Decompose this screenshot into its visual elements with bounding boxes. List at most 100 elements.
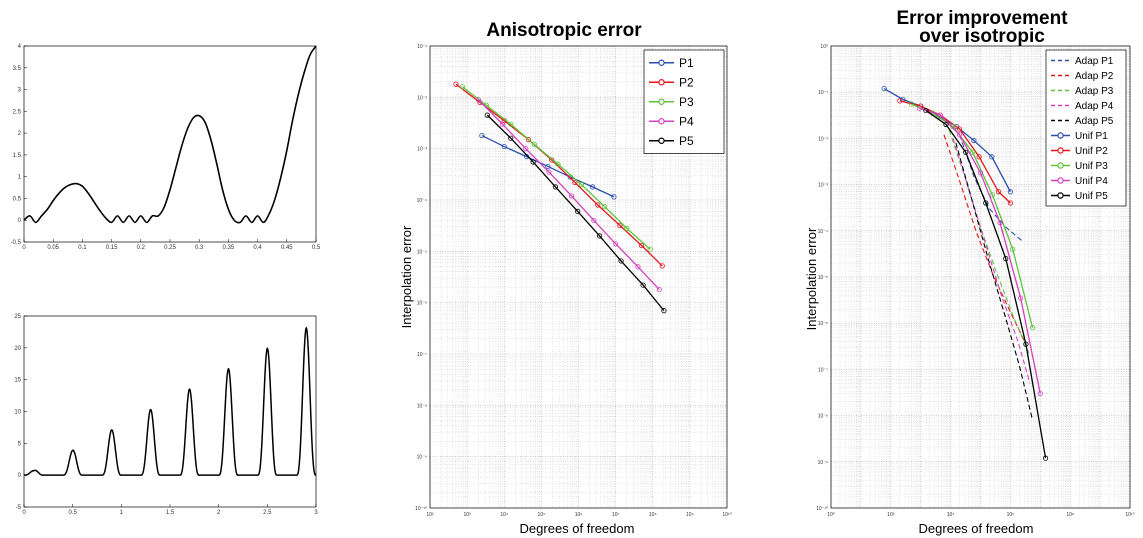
legend-marker: [658, 137, 665, 144]
x-tick-label: 1.5: [166, 510, 175, 516]
y-tick-label: 1.5: [13, 153, 22, 159]
data-point: [1023, 341, 1029, 347]
data-point: [459, 84, 466, 90]
data-point: [1007, 189, 1014, 195]
y-tick-label: 10⁻⁴: [417, 198, 427, 204]
y-tick-label: 10⁻³: [417, 147, 427, 153]
x-tick-label: 0.4: [253, 245, 262, 251]
plot-frame: [830, 45, 1131, 509]
legend-marker: [1057, 132, 1064, 139]
data-point: [989, 154, 995, 160]
series-line-p3: [462, 86, 651, 250]
data-point: [916, 105, 922, 111]
plot-frame: [23, 45, 317, 243]
y-tick-label: 0: [18, 218, 22, 224]
data-point: [545, 163, 551, 170]
data-point: [499, 121, 506, 127]
legend-label: Adap P5: [1075, 116, 1114, 127]
y-tick-label: 15: [14, 378, 21, 384]
data-point: [977, 170, 984, 176]
y-tick-label: 10⁻⁸: [417, 403, 427, 409]
data-point: [613, 241, 619, 247]
y-tick-label: 5: [18, 441, 22, 447]
data-point: [531, 142, 538, 148]
y-tick-label: 4: [18, 44, 22, 50]
x-tick-label: 0.5: [68, 510, 77, 516]
data-point: [640, 282, 646, 288]
legend-marker: [658, 59, 665, 66]
data-point: [897, 98, 903, 104]
data-point: [523, 146, 529, 152]
x-tick-label: 0.1: [78, 245, 87, 251]
series-line-adap-p5: [955, 142, 1034, 421]
data-point: [1010, 246, 1016, 252]
x-tick-label: 0.45: [281, 245, 293, 251]
x-tick-label: 1: [120, 510, 124, 516]
y-tick-label: 10⁻⁶: [818, 321, 828, 327]
chart-title-improvement-line1: Error improvement: [896, 8, 1068, 29]
legend-label: Unif P1: [1075, 131, 1108, 142]
x-tick-label: 10¹⁰: [722, 512, 731, 518]
legend-label: P4: [679, 114, 694, 128]
series-line-p1: [481, 134, 615, 198]
y-tick-label: 10⁻¹: [417, 44, 427, 50]
data-point: [572, 179, 578, 186]
data-point: [909, 101, 915, 107]
legend-marker: [1057, 177, 1064, 184]
y-tick-label: 10⁻¹: [818, 90, 828, 96]
y-tick-label: -0.5: [11, 240, 22, 246]
series-line-adap-p2: [943, 134, 1026, 342]
data-point: [1007, 200, 1014, 206]
oscillation-curve: [24, 326, 317, 476]
x-tick-label: 10⁶: [575, 512, 583, 518]
legend-label: Adap P1: [1075, 56, 1114, 67]
x-tick-label: 0.15: [106, 245, 118, 251]
top-left-plot: 0 0.05 0.1 0.15 0.2 0.25 0.3 0.35 0.4 0.45 0.5 -0.5…: [11, 44, 321, 251]
legend-marker: [1057, 192, 1064, 199]
y-tick-label: 0.5: [13, 196, 22, 202]
legend-label: Adap P4: [1075, 101, 1114, 112]
y-tick-label: 10⁻⁴: [818, 229, 828, 235]
y-axis-label-anisotropic: Interpolation error: [399, 225, 414, 328]
data-point: [508, 121, 514, 127]
x-tick-label: 0.05: [47, 245, 59, 251]
x-tick-label: 10¹⁰: [1125, 512, 1134, 518]
y-tick-label: 10⁻⁷: [818, 367, 828, 373]
y-tick-label: 25: [14, 314, 21, 320]
y-tick-label: 10⁻⁷: [417, 352, 427, 358]
data-point: [484, 112, 490, 118]
y-tick-label: 2: [18, 131, 22, 137]
series-line-p4: [477, 99, 660, 291]
y-tick-label: 3.5: [13, 66, 22, 72]
plot-frame: [429, 45, 728, 509]
data-point: [552, 184, 559, 190]
data-point: [1042, 455, 1049, 461]
legend-marker: [658, 98, 665, 105]
x-tick-label: 10²: [426, 512, 434, 518]
chart-title-improvement-line2: over isotropic: [919, 26, 1045, 47]
x-tick-label: 0: [22, 510, 26, 516]
data-point: [661, 308, 667, 314]
data-point: [1003, 256, 1009, 262]
y-tick-label: 10⁻⁵: [818, 275, 828, 281]
x-tick-label: 10⁶: [1007, 512, 1015, 518]
legend-marker: [658, 79, 665, 86]
x-tick-label: 10⁴: [947, 512, 955, 518]
data-point: [617, 222, 623, 229]
data-point: [611, 194, 617, 200]
data-point: [923, 107, 929, 114]
data-point: [453, 81, 459, 87]
series-line-unif-p3: [911, 103, 1034, 328]
legend-marker: [1057, 147, 1064, 154]
x-tick-label: 10⁵: [538, 512, 546, 518]
data-point: [656, 286, 662, 293]
chart-title-anisotropic: Anisotropic error: [486, 20, 642, 41]
data-point: [881, 85, 887, 92]
legend-label: P3: [679, 95, 694, 109]
y-tick-label: -5: [16, 505, 22, 511]
anisotropic-error-plot: Anisotropic error Degrees of freedom Int…: [399, 20, 732, 536]
data-point: [943, 121, 949, 128]
x-axis-label-improvement: Degrees of freedom: [919, 521, 1034, 536]
data-point: [1037, 390, 1043, 397]
